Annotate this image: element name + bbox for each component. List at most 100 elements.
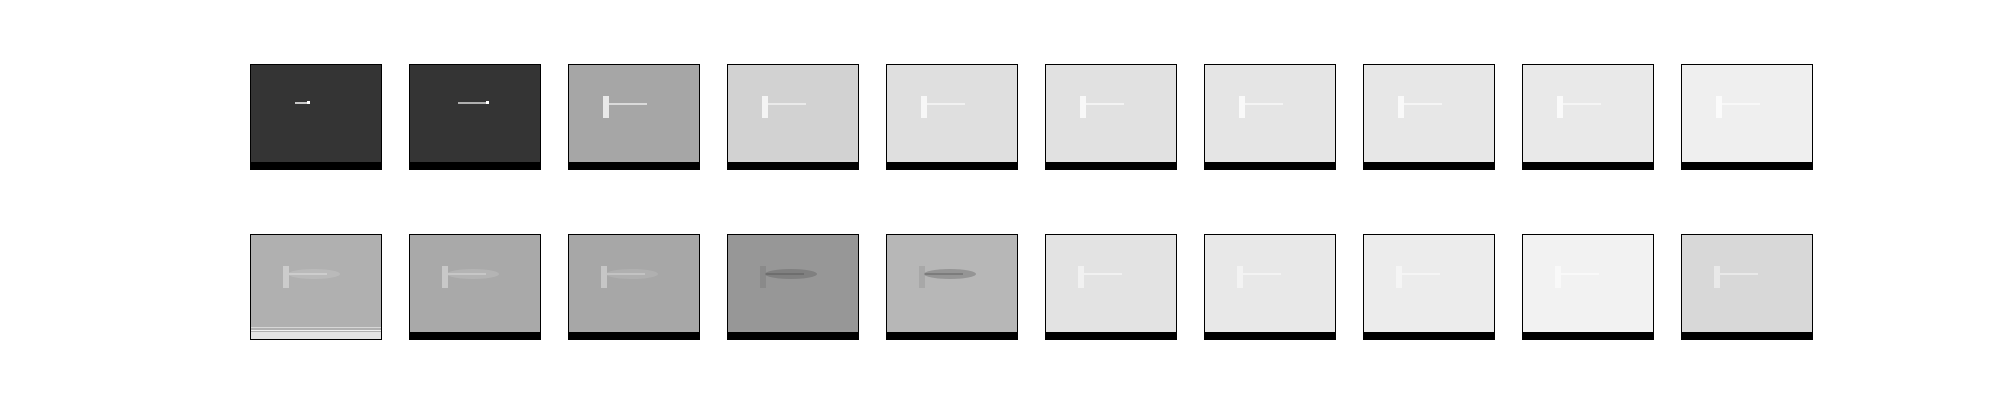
frame-background [1523,235,1653,339]
thumbnail-image [1364,65,1494,169]
horizontal-streak [927,103,965,105]
vertical-highlight [1716,96,1722,118]
bottom-band [1046,332,1176,339]
highlight-point [307,101,310,104]
vertical-highlight [1398,96,1404,118]
bright-streak [295,102,309,104]
frame-thumbnail [1681,234,1813,340]
horizontal-streak [768,103,806,105]
vertical-highlight [1237,266,1243,288]
thumbnail-image [887,235,1017,339]
frame-thumbnail [727,64,859,170]
horizontal-streak [1402,273,1440,275]
horizontal-streak [1563,103,1601,105]
frame-thumbnail [1522,234,1654,340]
horizontal-streak [1086,103,1124,105]
frame-background [1682,65,1812,169]
horizontal-streak [1722,103,1760,105]
bottom-band [569,162,699,169]
bottom-band [251,332,381,339]
frame-thumbnail [1045,64,1177,170]
frame-background [728,65,858,169]
bottom-band [1523,332,1653,339]
frame-background [1364,65,1494,169]
horizontal-streak [607,273,645,275]
frame-thumbnail [1204,234,1336,340]
horizontal-streak [1084,273,1122,275]
thumbnail-image [1682,235,1812,339]
frame-background [1682,235,1812,339]
bottom-band [1205,162,1335,169]
vertical-highlight [921,96,927,118]
bottom-band [1205,332,1335,339]
thumbnail-image [1046,235,1176,339]
frame-thumbnail [1681,64,1813,170]
frame-background [1046,65,1176,169]
bottom-band [887,332,1017,339]
vertical-highlight [919,266,925,288]
frame-thumbnail [568,64,700,170]
vertical-highlight [1239,96,1245,118]
frame-background [1205,235,1335,339]
frame-thumbnail [886,234,1018,340]
thumbnail-image [1205,65,1335,169]
top-row [250,64,1813,170]
vertical-highlight [1557,96,1563,118]
frame-thumbnail [1204,64,1336,170]
thumbnail-grid [250,64,1813,342]
thumbnail-image [251,235,381,339]
bottom-band [728,332,858,339]
frame-background [569,235,699,339]
vertical-highlight [283,266,289,288]
bottom-band [887,162,1017,169]
frame-thumbnail [1045,234,1177,340]
frame-background [410,235,540,339]
frame-thumbnail [409,234,541,340]
thumbnail-image [728,65,858,169]
vertical-highlight [1078,266,1084,288]
bottom-band [410,162,540,169]
thumbnail-image [1682,65,1812,169]
horizontal-streak [448,273,486,275]
frame-thumbnail [1522,64,1654,170]
vertical-highlight [1714,266,1720,288]
soft-blur [924,269,976,279]
frame-background [251,65,381,169]
thumbnail-image [1046,65,1176,169]
frame-thumbnail [1363,234,1495,340]
thumbnail-image [728,235,858,339]
thumbnail-image [569,65,699,169]
bottom-band [1364,332,1494,339]
bottom-detail-line [251,327,381,328]
vertical-highlight [760,266,766,288]
bottom-detail-line [251,330,381,331]
vertical-highlight [603,96,609,118]
thumbnail-image [410,65,540,169]
horizontal-streak [1245,103,1283,105]
thumbnail-image [1523,235,1653,339]
vertical-highlight [1555,266,1561,288]
frame-thumbnail [250,64,382,170]
bottom-band [1364,162,1494,169]
horizontal-streak [1243,273,1281,275]
soft-blur [447,269,499,279]
soft-blur [288,269,340,279]
bottom-band [410,332,540,339]
thumbnail-image [1523,65,1653,169]
frame-background [1364,235,1494,339]
frame-thumbnail [409,64,541,170]
bottom-band [1682,162,1812,169]
frame-background [410,65,540,169]
thumbnail-image [1205,235,1335,339]
bottom-band [1682,332,1812,339]
frame-background [728,235,858,339]
frame-background [887,65,1017,169]
horizontal-streak [289,273,327,275]
bottom-band [728,162,858,169]
vertical-highlight [762,96,768,118]
horizontal-streak [1720,273,1758,275]
frame-thumbnail [1363,64,1495,170]
horizontal-streak [1404,103,1442,105]
soft-blur [765,269,817,279]
thumbnail-image [569,235,699,339]
